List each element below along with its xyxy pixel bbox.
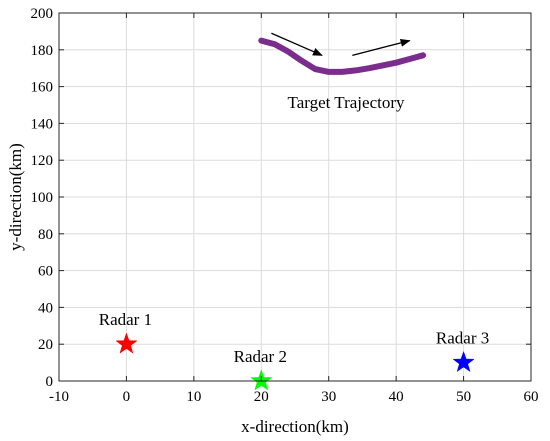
direction-arrow: [271, 32, 323, 56]
y-tick-label: 0: [46, 374, 54, 390]
y-tick-label: 160: [31, 80, 54, 96]
direction-arrow: [352, 38, 411, 56]
y-tick-label: 80: [38, 227, 53, 243]
target-trajectory-line: [258, 37, 427, 75]
x-tick-label: 30: [321, 389, 336, 405]
x-tick-label: -10: [49, 389, 69, 405]
x-tick-label: 0: [123, 389, 131, 405]
y-axis-label: y-direction(km): [6, 143, 25, 251]
radar-star-marker: [452, 350, 475, 373]
y-tick-label: 60: [38, 264, 53, 280]
y-tick-label: 100: [31, 190, 54, 206]
x-tick-label: 10: [186, 389, 201, 405]
radar-label: Radar 3: [436, 329, 489, 348]
y-tick-label: 120: [31, 153, 54, 169]
y-tick-label: 20: [38, 337, 53, 353]
y-tick-label: 200: [31, 6, 54, 22]
radar-label: Radar 1: [99, 310, 152, 329]
y-tick-label: 180: [31, 43, 54, 59]
radar-star-marker: [115, 332, 138, 354]
x-tick-label: 40: [389, 389, 404, 405]
x-tick-label: 60: [524, 389, 539, 405]
x-axis-label: x-direction(km): [241, 417, 349, 436]
radar-label: Radar 2: [234, 347, 287, 366]
annotations-layer: Radar 1 Radar 2 Radar 3 Target Trajectory: [99, 32, 489, 366]
trajectory-label: Target Trajectory: [288, 93, 405, 112]
x-tick-label: 20: [254, 389, 269, 405]
ticks-layer: -10 0 10 20 30 40 50 60020406080100120140160180…: [31, 6, 539, 405]
y-tick-label: 140: [31, 116, 54, 132]
y-tick-label: 40: [38, 300, 53, 316]
x-tick-label: 50: [456, 389, 471, 405]
